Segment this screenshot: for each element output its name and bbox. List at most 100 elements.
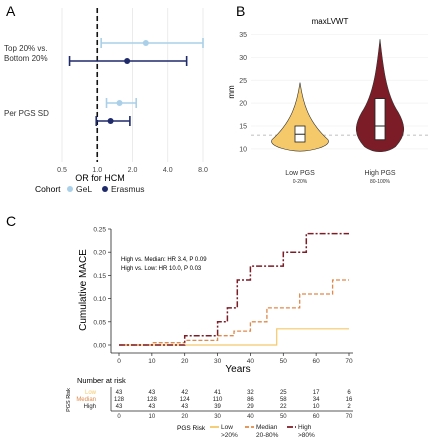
km-x-tick-label: 40	[247, 358, 255, 365]
km-plot: 0.00 0.05 0.10 0.15 0.20 0.25 0 10 20 30 40 50 60 70	[93, 227, 353, 365]
risk-x-tick-label: 10	[149, 414, 156, 420]
violin-shape	[355, 39, 405, 153]
forest-category-label: Bottom 20%	[4, 54, 48, 63]
risk-cell: 124	[180, 397, 191, 403]
violin-tick-label: 25	[239, 78, 247, 85]
forest-tick-label: 0.5	[57, 167, 67, 174]
km-legend-sublabel: >20%	[221, 432, 238, 439]
km-ylabel: Cumulative MACE	[78, 249, 89, 331]
violin-tick-label: 35	[239, 32, 247, 39]
km-legend-label: High	[298, 424, 312, 431]
km-x-tick-label: 30	[214, 358, 222, 365]
risk-cell: 43	[116, 404, 123, 410]
km-y-tick-label: 0.00	[93, 343, 106, 350]
risk-cell: 41	[214, 390, 221, 396]
forest-tick-label: 2.0	[128, 167, 138, 174]
risk-cell: 22	[280, 404, 287, 410]
legend-marker-gel	[67, 186, 73, 192]
forest-tick-label: 8.0	[198, 167, 208, 174]
risk-cell: 39	[214, 404, 221, 410]
km-x-tick-label: 0	[117, 358, 121, 365]
risk-cell: 110	[213, 397, 223, 403]
risk-cell: 29	[247, 404, 254, 410]
risk-row-label: Low	[85, 390, 97, 396]
risk-cell: 25	[280, 390, 287, 396]
risk-x-tick-label: 70	[346, 414, 353, 420]
violin-tick-label: 10	[239, 146, 247, 153]
km-legend-label: Median	[256, 424, 278, 431]
risk-cell: 2	[347, 404, 351, 410]
risk-cell: 43	[149, 404, 156, 410]
km-legend-label: Low	[221, 424, 233, 431]
violin-box	[374, 98, 386, 141]
km-series-line	[119, 279, 349, 346]
panel-label-b: B	[236, 3, 245, 19]
risk-cell: 128	[147, 397, 158, 403]
legend-label-erasmus: Erasmus	[111, 184, 145, 194]
violin-group-label: High PGS	[364, 170, 395, 177]
legend-label-gel: GeL	[76, 184, 92, 194]
violin-group-sublabel: 0-20%	[293, 179, 308, 185]
km-annotation-1: High vs. Median: HR 3.4, P 0.09	[121, 257, 207, 263]
forest-point	[124, 58, 131, 64]
risk-cell: 43	[149, 390, 156, 396]
km-legend-sublabel: >80%	[298, 432, 315, 439]
violin-tick-label: 30	[239, 55, 247, 62]
km-y-tick-label: 0.25	[93, 227, 106, 234]
violin-tick-label: 15	[239, 124, 247, 131]
km-y-tick-label: 0.10	[93, 296, 106, 303]
risk-cell: 34	[313, 397, 320, 403]
km-annotation-2: High vs. Low: HR 10.0, P 0.03	[121, 266, 202, 272]
km-legend-sublabel: 20-80%	[256, 432, 279, 439]
risk-cell: 16	[346, 397, 353, 403]
forest-legend: GeL Erasmus	[67, 184, 145, 194]
risk-row-label: Median	[76, 397, 96, 403]
km-y-tick-label: 0.20	[93, 250, 106, 257]
violin-group-label: Low PGS	[285, 170, 315, 177]
risk-x-tick-label: 0	[117, 414, 121, 420]
risk-x-tick-label: 30	[214, 414, 221, 420]
violin-shape	[271, 82, 329, 152]
risk-x-tick-label: 60	[313, 414, 320, 420]
km-y-tick-label: 0.05	[93, 319, 106, 326]
forest-tick-label: 1.0	[92, 167, 102, 174]
km-x-tick-label: 60	[313, 358, 321, 365]
forest-tick-label: 4.0	[163, 167, 173, 174]
risk-cell: 10	[313, 404, 320, 410]
forest-category-label: Per PGS SD	[4, 109, 49, 118]
risk-row-label: High	[84, 404, 96, 410]
risk-table-axis-label: PGS Risk	[66, 388, 72, 412]
legend-title-cohort: Cohort	[35, 184, 61, 194]
forest-point	[107, 118, 114, 124]
violin-ylabel: mm	[227, 85, 236, 99]
risk-cell: 86	[247, 397, 254, 403]
violin-tick-label: 20	[239, 101, 247, 108]
risk-x-tick-label: 40	[247, 414, 254, 420]
risk-table: Low 43 43 42 41 32 25 17 6 Median 128 128 124 110 86 58…	[76, 387, 353, 420]
panel-label-a: A	[6, 3, 16, 19]
risk-cell: 43	[181, 404, 188, 410]
km-xlabel: Years	[225, 364, 250, 375]
violin-plot: 10 15 20 25 30 35 Low PGS 0-20% High PGS 80-100%	[239, 32, 428, 185]
panel-label-c: C	[6, 213, 16, 229]
km-x-tick-label: 20	[181, 358, 189, 365]
risk-cell: 43	[116, 390, 123, 396]
km-x-tick-label: 50	[280, 358, 288, 365]
risk-table-title: Number at risk	[77, 376, 126, 385]
risk-cell: 6	[347, 390, 351, 396]
violin-title: maxLVWT	[312, 17, 349, 26]
risk-cell: 58	[280, 397, 287, 403]
km-y-tick-label: 0.15	[93, 273, 106, 280]
km-x-tick-label: 10	[148, 358, 156, 365]
km-series-line	[119, 328, 349, 346]
forest-point	[116, 100, 123, 106]
km-series-line	[119, 232, 349, 346]
risk-x-tick-label: 50	[280, 414, 287, 420]
risk-cell: 42	[181, 390, 188, 396]
km-legend-title: PGS Risk	[177, 425, 206, 432]
risk-cell: 128	[114, 397, 125, 403]
forest-point	[142, 40, 149, 46]
violin-group-sublabel: 80-100%	[370, 179, 391, 185]
